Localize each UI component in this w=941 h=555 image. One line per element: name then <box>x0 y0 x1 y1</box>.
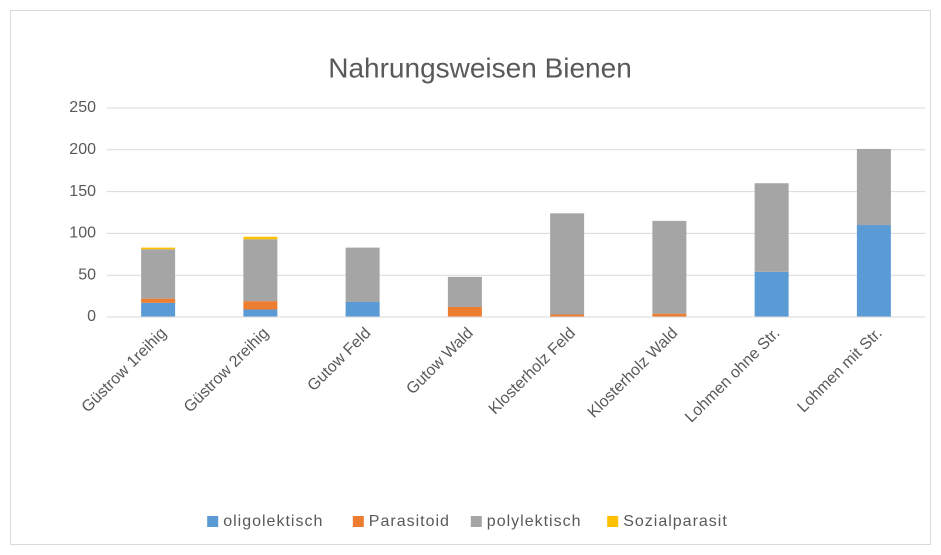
bar-segment <box>856 148 891 226</box>
bar-segment <box>243 239 278 302</box>
y-tick-label: 100 <box>69 225 96 242</box>
bar-segment <box>345 247 380 302</box>
y-tick-label: 150 <box>69 183 96 200</box>
legend-label: Sozialparasit <box>623 513 728 530</box>
y-tick-label: 200 <box>69 141 96 158</box>
bar-segment <box>141 302 176 317</box>
legend-swatch <box>607 516 619 527</box>
bar-segment <box>447 276 482 307</box>
bar-segment <box>550 314 585 317</box>
chart-title: Nahrungsweisen Bienen <box>328 52 632 83</box>
bar-segment <box>652 313 687 317</box>
bar-segment <box>856 225 891 317</box>
bar-segment <box>243 309 278 317</box>
bar-segment <box>447 306 482 317</box>
legend-swatch <box>207 516 219 527</box>
bar-segment <box>652 220 687 314</box>
legend-label: oligolektisch <box>223 513 323 530</box>
bar-segment <box>141 247 176 250</box>
y-tick-label: 0 <box>87 308 96 325</box>
bar-segment <box>141 298 176 303</box>
bar-segment <box>345 301 380 317</box>
legend-swatch <box>470 516 482 527</box>
bar-segment <box>243 236 278 240</box>
bar-segment <box>754 271 789 317</box>
bar-segment <box>754 183 789 272</box>
legend-swatch <box>352 516 364 527</box>
bar-segment <box>243 301 278 310</box>
y-tick-label: 250 <box>69 99 96 116</box>
legend-label: Parasitoid <box>369 513 450 530</box>
bar-segment <box>141 249 176 299</box>
bar-segment <box>550 213 585 315</box>
legend-label: polylektisch <box>487 513 582 530</box>
y-tick-label: 50 <box>78 266 96 283</box>
